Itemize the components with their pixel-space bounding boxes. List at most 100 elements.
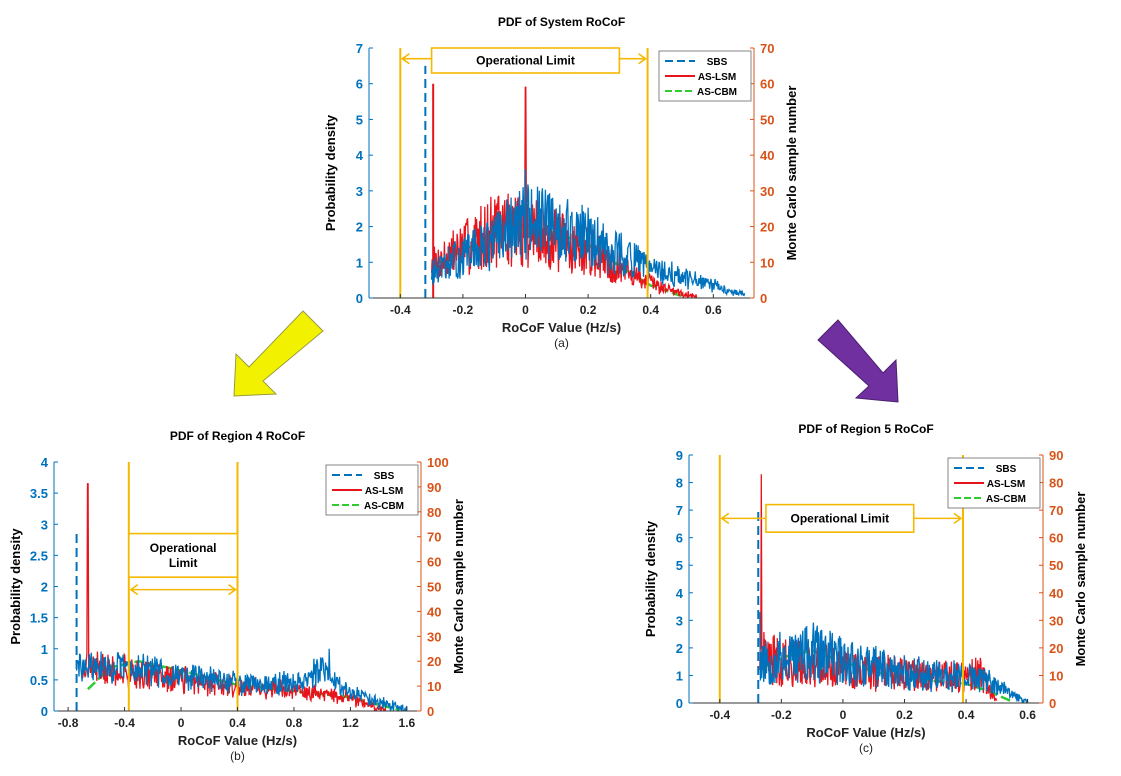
legend-label-sbs: SBS <box>707 57 728 68</box>
y-left-tick-label: 0 <box>41 704 48 719</box>
series-sbs-noisy <box>430 169 746 297</box>
limit-arrowhead-right-icon <box>953 512 963 525</box>
y-right-tick-label: 80 <box>427 505 441 520</box>
y-axis-label-right: Monte Carlo sample number <box>784 86 799 261</box>
legend-label-as-lsm: AS-LSM <box>698 72 736 83</box>
x-tick-label: 0 <box>178 716 185 730</box>
y-right-tick-label: 30 <box>760 184 774 199</box>
y-left-tick-label: 1 <box>41 642 48 657</box>
y-left-tick-label: 2 <box>356 220 363 235</box>
plot-area <box>424 65 746 298</box>
y-right-tick-label: 60 <box>760 77 774 92</box>
y-right-tick-label: 100 <box>427 455 449 470</box>
y-right-tick-label: 0 <box>760 291 767 306</box>
y-right-tick-label: 0 <box>1049 696 1056 711</box>
legend-label-as-cbm: AS-CBM <box>986 494 1026 505</box>
yellow-arrow-icon <box>233 310 324 397</box>
y-right-tick-label: 50 <box>427 580 441 595</box>
y-left-tick-label: 5 <box>356 112 363 127</box>
x-tick-label: 0.6 <box>705 303 722 317</box>
y-left-tick-label: 5 <box>676 558 683 573</box>
legend: SBS AS-LSM AS-CBM <box>325 464 419 516</box>
legend-label-as-lsm: AS-LSM <box>365 486 403 497</box>
chart-panel-a: Operational Limit -0.4 -0.2 0 0.2 0.4 0.6 0 1 2 3 4… <box>323 15 799 350</box>
y-left-tick-label: 4 <box>356 148 364 163</box>
y-right-tick-label: 20 <box>1049 641 1063 656</box>
y-left-tick-label: 0.5 <box>30 673 48 688</box>
y-left-tick-label: 6 <box>676 531 683 546</box>
y-axis-label-left: Probability density <box>8 528 23 645</box>
plot-area <box>757 474 1029 703</box>
y-right-tick-label: 70 <box>1049 503 1063 518</box>
y-right-tick-label: 70 <box>760 41 774 56</box>
series-sbs-noisy <box>75 648 408 711</box>
y-right-tick-label: 60 <box>1049 531 1063 546</box>
charts-group: Operational Limit -0.4 -0.2 0 0.2 0.4 0.6 0 1 2 3 4… <box>8 15 1088 763</box>
y-right-tick-label: 20 <box>760 220 774 235</box>
limit-arrowhead-left-icon <box>400 53 410 65</box>
y-right-tick-label: 20 <box>427 654 441 669</box>
x-tick-label: 0.8 <box>286 716 303 730</box>
series-as-cbm-curve <box>759 649 1013 703</box>
y-left-tick-label: 7 <box>356 41 363 56</box>
x-axis-label: RoCoF Value (Hz/s) <box>502 320 621 335</box>
legend-label-as-cbm: AS-CBM <box>364 501 404 512</box>
y-left-tick-label: 4 <box>676 586 684 601</box>
x-tick-label: -0.2 <box>453 303 474 317</box>
y-left-tick-label: 2 <box>41 580 48 595</box>
y-right-tick-label: 40 <box>427 604 441 619</box>
limit-label-box <box>765 503 915 533</box>
limit-label-text: Operational <box>150 541 217 555</box>
legend-label-as-lsm: AS-LSM <box>987 479 1025 490</box>
y-right-tick-label: 70 <box>427 530 441 545</box>
legend: SBS AS-LSM AS-CBM <box>658 50 752 102</box>
y-left-tick-label: 3 <box>356 184 363 199</box>
x-tick-label: 0.4 <box>642 303 659 317</box>
y-left-tick-label: 3 <box>41 517 48 532</box>
y-left-tick-label: 7 <box>676 503 683 518</box>
series-as-lsm-noisy <box>430 86 698 298</box>
x-tick-label: 0.4 <box>229 716 246 730</box>
y-left-tick-label: 9 <box>676 448 683 463</box>
y-left-tick-label: 3.5 <box>30 486 48 501</box>
x-tick-label: 0.6 <box>1019 708 1036 722</box>
y-left-tick-label: 4 <box>41 455 49 470</box>
limit-arrowhead-right-icon <box>638 53 647 65</box>
limit-arrowhead-left-icon <box>129 583 139 596</box>
y-left-tick-label: 2 <box>676 641 683 656</box>
y-left-tick-label: 0 <box>676 696 683 711</box>
limit-label-box <box>430 47 621 74</box>
purple-arrow-icon <box>817 319 899 403</box>
x-tick-label: 0.2 <box>896 708 913 722</box>
chart-caption: (c) <box>859 741 873 755</box>
y-right-tick-label: 10 <box>1049 668 1063 683</box>
legend-label-sbs: SBS <box>374 471 395 482</box>
y-left-tick-label: 1 <box>356 255 363 270</box>
chart-panel-c: Operational Limit -0.4 -0.2 0 0.2 0.4 0.6 0 1 2 3 4… <box>643 422 1088 755</box>
legend-label-as-cbm: AS-CBM <box>697 87 737 98</box>
x-tick-label: 0 <box>522 303 529 317</box>
x-tick-label: 0.4 <box>958 708 975 722</box>
x-tick-label: -0.2 <box>771 708 792 722</box>
x-axis-label: RoCoF Value (Hz/s) <box>178 733 297 748</box>
limit-label-text: Operational Limit <box>790 511 889 525</box>
y-right-tick-label: 40 <box>760 148 774 163</box>
y-right-tick-label: 60 <box>427 555 441 570</box>
y-right-tick-label: 50 <box>760 112 774 127</box>
x-tick-label: 1.2 <box>342 716 359 730</box>
y-right-tick-label: 10 <box>760 255 774 270</box>
y-left-tick-label: 1.5 <box>30 611 48 626</box>
legend: SBS AS-LSM AS-CBM <box>947 457 1041 509</box>
y-axis-label-left: Probability density <box>323 114 338 231</box>
legend-box <box>947 457 1041 509</box>
x-tick-label: -0.4 <box>114 716 135 730</box>
chart-title: PDF of System RoCoF <box>498 15 625 29</box>
y-right-tick-label: 90 <box>1049 448 1063 463</box>
y-axis-label-right: Monte Carlo sample number <box>1073 492 1088 667</box>
y-axis-label-right: Monte Carlo sample number <box>451 499 466 674</box>
plot-area <box>75 483 408 711</box>
y-left-tick-label: 8 <box>676 476 683 491</box>
x-axis-label: RoCoF Value (Hz/s) <box>806 725 925 740</box>
y-left-tick-label: 2.5 <box>30 548 48 563</box>
limit-arrowhead-left-icon <box>720 512 730 525</box>
